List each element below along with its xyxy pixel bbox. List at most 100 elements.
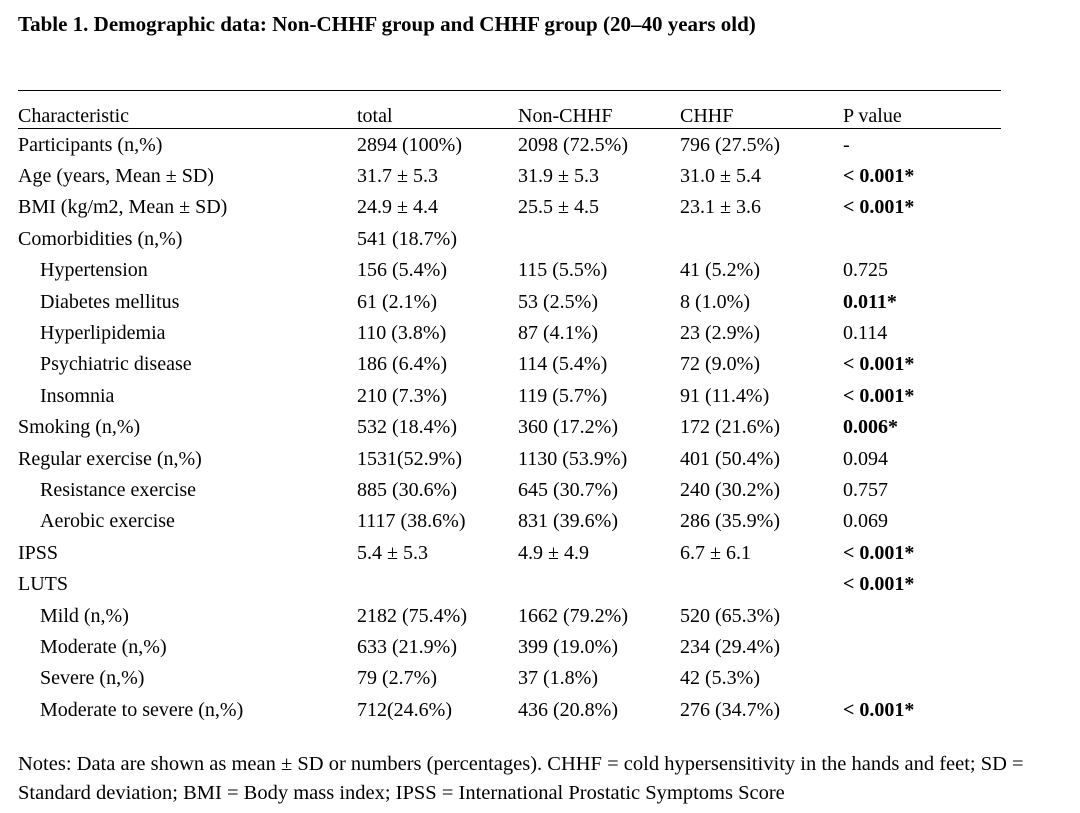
cell-characteristic: Severe (n,%) bbox=[40, 667, 145, 690]
cell-total: 61 (2.1%) bbox=[357, 290, 437, 313]
cell-chhf: 8 (1.0%) bbox=[680, 290, 750, 313]
cell-p-value: < 0.001* bbox=[843, 196, 915, 219]
cell-characteristic: Insomnia bbox=[40, 384, 115, 407]
cell-chhf: 72 (9.0%) bbox=[680, 353, 760, 376]
cell-p-value: < 0.001* bbox=[843, 541, 915, 564]
header-non-chhf: Non-CHHF bbox=[518, 90, 680, 129]
table-row: Regular exercise (n,%) 1531(52.9%) 1130 (5… bbox=[18, 443, 1001, 474]
cell-characteristic: Regular exercise (n,%) bbox=[18, 447, 202, 470]
table-row: IPSS 5.4 ± 5.3 4.9 ± 4.9 6.7 ± 6.1 < 0.001* bbox=[18, 537, 1001, 568]
cell-p-value: < 0.001* bbox=[843, 165, 915, 188]
cell-total: 885 (30.6%) bbox=[357, 478, 457, 501]
table-row: Psychiatric disease 186 (6.4%) 114 (5.4%) 7… bbox=[18, 349, 1001, 380]
cell-total: 633 (21.9%) bbox=[357, 635, 457, 658]
table-row: BMI (kg/m2, Mean ± SD) 24.9 ± 4.4 25.5 ± 4… bbox=[18, 192, 1001, 223]
cell-characteristic: Participants (n,%) bbox=[18, 133, 163, 156]
cell-p-value: < 0.001* bbox=[843, 353, 915, 376]
cell-chhf: 276 (34.7%) bbox=[680, 698, 780, 721]
cell-non-chhf: 645 (30.7%) bbox=[518, 478, 618, 501]
demographic-table: Characteristic total Non-CHHF CHHF P val… bbox=[18, 90, 1001, 725]
cell-non-chhf: 399 (19.0%) bbox=[518, 635, 618, 658]
cell-non-chhf: 1662 (79.2%) bbox=[518, 604, 628, 627]
table-row: Hyperlipidemia 110 (3.8%) 87 (4.1%) 23 (2.9… bbox=[18, 317, 1001, 348]
header-total: total bbox=[357, 90, 518, 129]
table-row: Age (years, Mean ± SD) 31.7 ± 5.3 31.9 ± 5… bbox=[18, 160, 1001, 191]
cell-chhf: 31.0 ± 5.4 bbox=[680, 165, 761, 188]
cell-p-value bbox=[843, 223, 1001, 254]
cell-chhf: 91 (11.4%) bbox=[680, 384, 770, 407]
header-characteristic: Characteristic bbox=[18, 90, 357, 129]
cell-non-chhf: 31.9 ± 5.3 bbox=[518, 165, 599, 188]
cell-non-chhf: 25.5 ± 4.5 bbox=[518, 196, 599, 219]
cell-p-value: 0.114 bbox=[843, 322, 888, 345]
cell-chhf bbox=[680, 223, 843, 254]
cell-characteristic: Moderate to severe (n,%) bbox=[40, 698, 244, 721]
cell-characteristic: Psychiatric disease bbox=[40, 353, 192, 376]
header-p-value: P value bbox=[843, 90, 1001, 129]
cell-p-value: - bbox=[843, 133, 850, 156]
cell-non-chhf: 1130 (53.9%) bbox=[518, 447, 628, 470]
cell-chhf: 401 (50.4%) bbox=[680, 447, 780, 470]
cell-total: 1117 (38.6%) bbox=[357, 510, 466, 533]
table-row: Aerobic exercise 1117 (38.6%) 831 (39.6%) 2… bbox=[18, 506, 1001, 537]
cell-chhf: 42 (5.3%) bbox=[680, 667, 760, 690]
cell-total: 2182 (75.4%) bbox=[357, 604, 467, 627]
cell-p-value: < 0.001* bbox=[843, 573, 915, 596]
cell-non-chhf: 53 (2.5%) bbox=[518, 290, 598, 313]
cell-non-chhf: 4.9 ± 4.9 bbox=[518, 541, 589, 564]
cell-total bbox=[357, 568, 518, 599]
cell-non-chhf: 114 (5.4%) bbox=[518, 353, 608, 376]
cell-characteristic: BMI (kg/m2, Mean ± SD) bbox=[18, 196, 228, 219]
table-notes: Notes: Data are shown as mean ± SD or nu… bbox=[18, 753, 1024, 804]
cell-chhf: 240 (30.2%) bbox=[680, 478, 780, 501]
cell-total: 2894 (100%) bbox=[357, 133, 462, 156]
cell-total: 24.9 ± 4.4 bbox=[357, 196, 438, 219]
table-row: Severe (n,%) 79 (2.7%) 37 (1.8%) 42 (5.3%) bbox=[18, 663, 1001, 694]
cell-characteristic: Diabetes mellitus bbox=[40, 290, 180, 313]
cell-non-chhf: 119 (5.7%) bbox=[518, 384, 608, 407]
cell-total: 541 (18.7%) bbox=[357, 227, 457, 250]
cell-total: 210 (7.3%) bbox=[357, 384, 447, 407]
cell-chhf: 286 (35.9%) bbox=[680, 510, 780, 533]
table-row: Diabetes mellitus 61 (2.1%) 53 (2.5%) 8 (1.… bbox=[18, 286, 1001, 317]
cell-chhf: 172 (21.6%) bbox=[680, 416, 780, 439]
cell-characteristic: Aerobic exercise bbox=[40, 510, 175, 533]
cell-chhf: 796 (27.5%) bbox=[680, 133, 780, 156]
cell-non-chhf: 360 (17.2%) bbox=[518, 416, 618, 439]
table-title: Table 1. Demographic data: Non-CHHF grou… bbox=[18, 12, 756, 36]
table-row: Resistance exercise 885 (30.6%) 645 (30.7%… bbox=[18, 474, 1001, 505]
table-row: Participants (n,%) 2894 (100%) 2098 (72.5%… bbox=[18, 129, 1001, 161]
cell-characteristic: Resistance exercise bbox=[40, 478, 197, 501]
cell-characteristic: Hyperlipidemia bbox=[40, 322, 166, 345]
cell-total: 5.4 ± 5.3 bbox=[357, 541, 428, 564]
cell-p-value: < 0.001* bbox=[843, 384, 915, 407]
cell-p-value: 0.011* bbox=[843, 290, 897, 313]
table-header: Characteristic total Non-CHHF CHHF P val… bbox=[18, 90, 1001, 129]
cell-non-chhf: 436 (20.8%) bbox=[518, 698, 618, 721]
cell-chhf: 6.7 ± 6.1 bbox=[680, 541, 751, 564]
cell-chhf: 23.1 ± 3.6 bbox=[680, 196, 761, 219]
cell-characteristic: Mild (n,%) bbox=[40, 604, 129, 627]
cell-non-chhf: 115 (5.5%) bbox=[518, 259, 608, 282]
cell-total: 712(24.6%) bbox=[357, 698, 452, 721]
cell-total: 156 (5.4%) bbox=[357, 259, 447, 282]
cell-total: 31.7 ± 5.3 bbox=[357, 165, 438, 188]
table-row: Insomnia 210 (7.3%) 119 (5.7%) 91 (11.4%) < … bbox=[18, 380, 1001, 411]
cell-total: 532 (18.4%) bbox=[357, 416, 457, 439]
cell-non-chhf bbox=[518, 223, 680, 254]
table-row: Hypertension 156 (5.4%) 115 (5.5%) 41 (5.2%… bbox=[18, 255, 1001, 286]
cell-chhf: 520 (65.3%) bbox=[680, 604, 780, 627]
cell-characteristic: Age (years, Mean ± SD) bbox=[18, 165, 214, 188]
cell-characteristic: IPSS bbox=[18, 541, 59, 564]
cell-total: 1531(52.9%) bbox=[357, 447, 462, 470]
header-row: Characteristic total Non-CHHF CHHF P val… bbox=[18, 90, 1001, 129]
cell-chhf bbox=[680, 568, 843, 599]
table-row: Moderate (n,%) 633 (21.9%) 399 (19.0%) 234 … bbox=[18, 631, 1001, 662]
cell-p-value: 0.725 bbox=[843, 259, 888, 282]
cell-total: 186 (6.4%) bbox=[357, 353, 447, 376]
cell-p-value: < 0.001* bbox=[843, 698, 915, 721]
demographic-table-container: Characteristic total Non-CHHF CHHF P val… bbox=[18, 90, 1001, 725]
cell-chhf: 234 (29.4%) bbox=[680, 635, 780, 658]
cell-p-value bbox=[843, 600, 1001, 631]
cell-non-chhf: 87 (4.1%) bbox=[518, 322, 598, 345]
